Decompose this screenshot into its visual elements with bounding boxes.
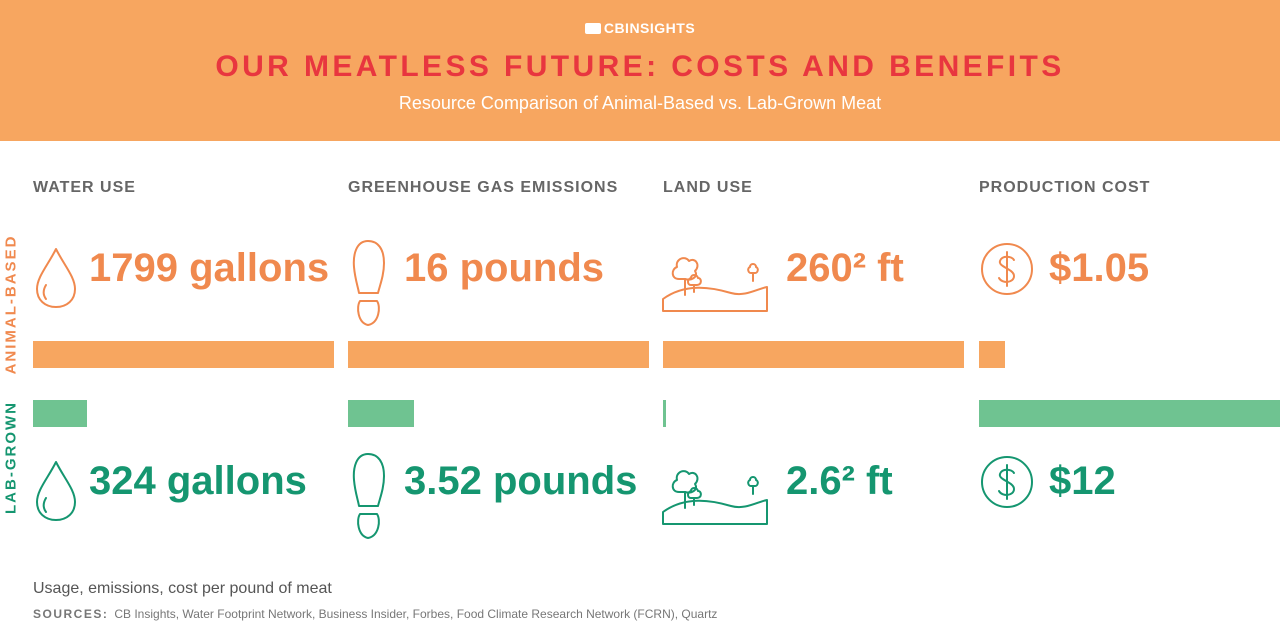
dollar-icon [979, 454, 1035, 515]
lab-bar [979, 400, 1280, 427]
water-drop-icon [33, 241, 79, 316]
lab-bar [33, 400, 88, 427]
lab-value-label: 324 gallons [89, 459, 307, 503]
sources-text: CB Insights, Water Footprint Network, Bu… [114, 607, 718, 621]
row-label-animal: ANIMAL-BASED [2, 234, 20, 375]
column-header: LAND USE [663, 179, 753, 196]
landscape-icon [661, 456, 771, 533]
column-header: WATER USE [33, 179, 136, 196]
row-label-lab: LAB-GROWN [2, 401, 20, 514]
footnote: Usage, emissions, cost per pound of meat [33, 580, 332, 597]
animal-bar [33, 341, 334, 368]
column-header: PRODUCTION COST [979, 179, 1151, 196]
page-subtitle: Resource Comparison of Animal-Based vs. … [398, 93, 882, 113]
animal-bar [979, 341, 1006, 368]
animal-value-label: 260² ft [786, 246, 904, 290]
sources: SOURCES: CB Insights, Water Footprint Net… [33, 607, 717, 621]
brand-logo-icon [584, 23, 601, 34]
footprint-icon [348, 450, 388, 547]
animal-bar [663, 341, 964, 368]
animal-value-label: $1.05 [1049, 246, 1150, 290]
lab-bar [348, 400, 415, 427]
page-title: OUR MEATLESS FUTURE: COSTS AND BENEFITS [215, 50, 1065, 83]
sources-label: SOURCES: [33, 607, 109, 621]
footprint-icon [348, 237, 388, 334]
header-banner: CBINSIGHTS OUR MEATLESS FUTURE: COSTS AN… [0, 0, 1280, 141]
animal-value-label: 16 pounds [404, 246, 605, 290]
lab-value-label: $12 [1049, 459, 1116, 503]
landscape-icon [661, 243, 771, 320]
water-drop-icon [33, 454, 79, 529]
lab-value-label: 2.6² ft [786, 459, 893, 503]
brand-logo: CBINSIGHTS [0, 20, 1280, 36]
dollar-icon [979, 241, 1035, 302]
column-header: GREENHOUSE GAS EMISSIONS [348, 179, 619, 196]
lab-value-label: 3.52 pounds [404, 459, 638, 503]
lab-bar [663, 400, 666, 427]
animal-value-label: 1799 gallons [89, 246, 330, 290]
animal-bar [348, 341, 649, 368]
brand-name: CBINSIGHTS [603, 20, 696, 36]
